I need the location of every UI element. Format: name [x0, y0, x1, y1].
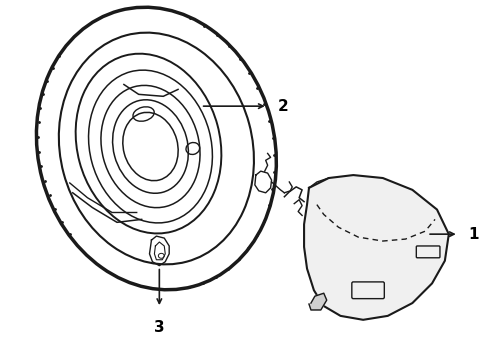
Text: 1: 1 [468, 227, 479, 242]
Text: 2: 2 [277, 99, 288, 114]
Polygon shape [304, 175, 449, 320]
Text: 3: 3 [154, 320, 165, 335]
Polygon shape [309, 293, 327, 310]
